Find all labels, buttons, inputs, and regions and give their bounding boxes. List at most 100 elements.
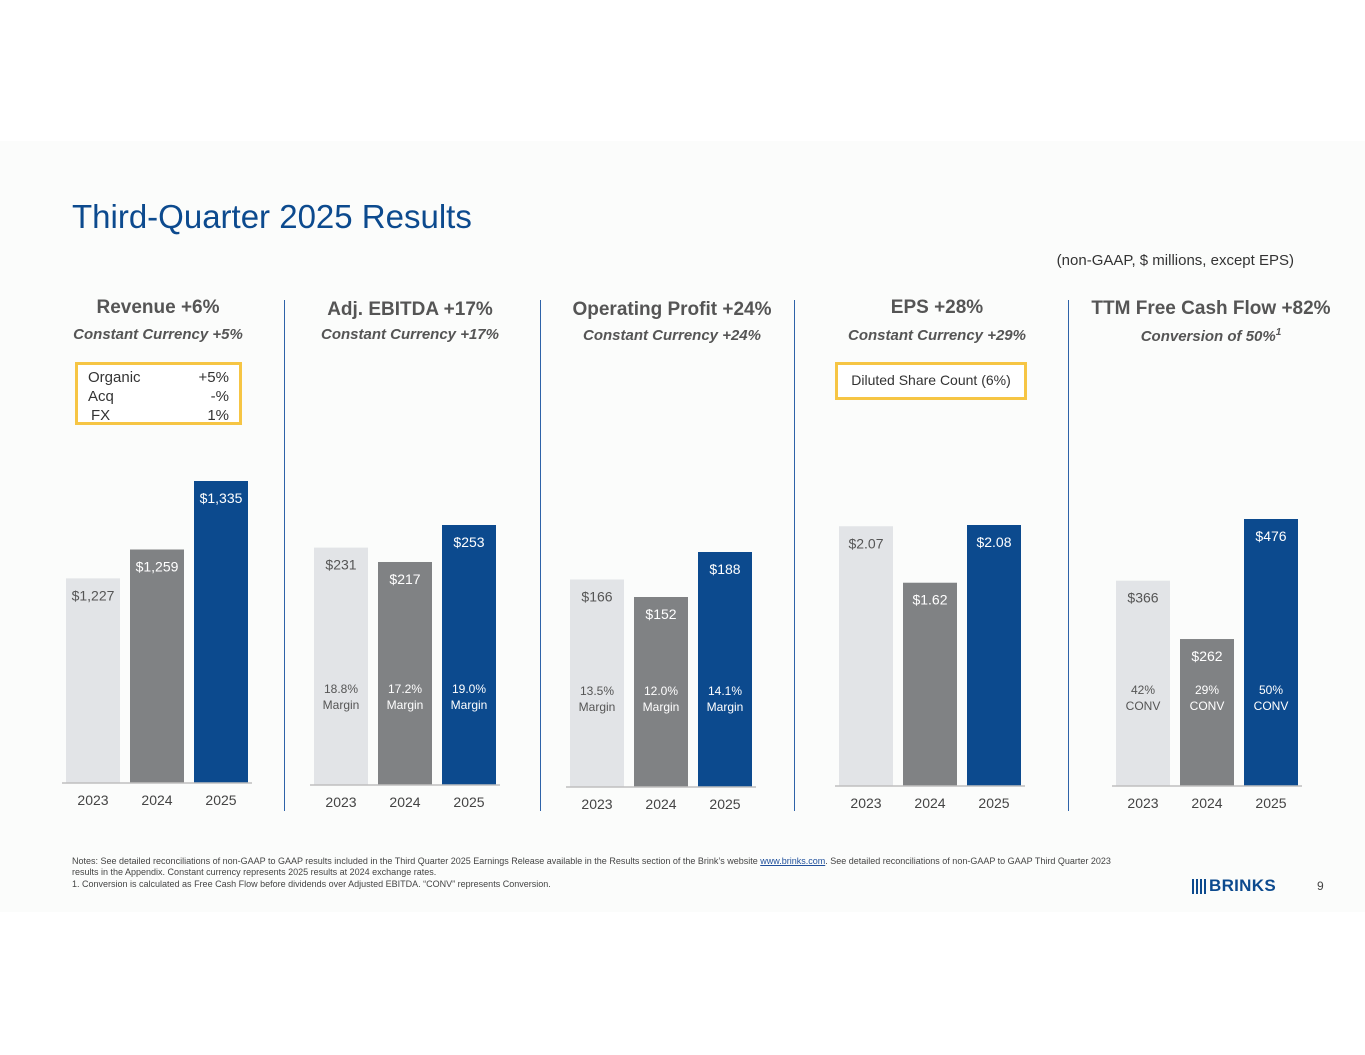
bar-2025 (1244, 519, 1298, 786)
fcf-subheading-text: Conversion of 50% (1140, 328, 1276, 345)
bar-inner-label: Margin (323, 698, 360, 712)
bar-inner-label: 18.8% (324, 682, 358, 696)
bar-value-label: $166 (581, 589, 612, 605)
bar-2024 (130, 549, 184, 783)
bar-value-label: $1.62 (912, 592, 947, 608)
bar-2024 (634, 597, 688, 787)
bar-2025 (967, 525, 1021, 786)
bar-2025 (194, 481, 248, 783)
x-tick-label: 2025 (978, 795, 1009, 811)
bar-value-label: $366 (1127, 590, 1158, 606)
bar-value-label: $188 (709, 561, 740, 577)
units-note: (non-GAAP, $ millions, except EPS) (1056, 252, 1294, 269)
eps-heading: EPS +28% (890, 297, 984, 318)
eps-subheading: Constant Currency +29% (848, 327, 1026, 344)
bar-inner-label: CONV (1254, 699, 1289, 713)
bar-inner-label: CONV (1126, 699, 1161, 713)
x-tick-label: 2023 (850, 795, 881, 811)
diluted-share-count-text: Diluted Share Count (6%) (851, 372, 1011, 388)
breakdown-row-fx: FX 1% (88, 406, 229, 425)
x-tick-label: 2025 (709, 796, 740, 812)
revenue-heading: Revenue +6% (96, 297, 220, 318)
bar-value-label: $262 (1191, 648, 1222, 664)
revenue-subheading: Constant Currency +5% (73, 326, 243, 343)
bar-value-label: $1,227 (72, 587, 115, 603)
bar-inner-label: 12.0% (644, 684, 678, 698)
bar-value-label: $231 (325, 557, 356, 573)
footnote-text: Notes: See detailed reconciliations of n… (72, 856, 761, 866)
bar-2023 (1116, 580, 1170, 786)
bar-2024 (378, 561, 432, 785)
x-tick-label: 2024 (141, 792, 172, 808)
x-tick-label: 2025 (1255, 795, 1286, 811)
breakdown-row-acq: Acq -% (88, 387, 229, 406)
revenue-breakdown-box: Organic +5% Acq -% FX 1% (75, 362, 242, 425)
brinks-website-link[interactable]: www.brinks.com (760, 856, 826, 866)
revenue-chart: $1,227 2023 $1,259 2024 $1,335 2025 (62, 481, 252, 808)
bar-inner-label: CONV (1190, 699, 1225, 713)
fcf-subheading: Conversion of 50%1 (1080, 327, 1342, 345)
bar-value-label: $2.08 (976, 534, 1011, 550)
operating-profit-subheading: Constant Currency +24% (583, 327, 761, 344)
x-tick-label: 2023 (325, 794, 356, 810)
bar-inner-label: 19.0% (452, 682, 486, 696)
bar-2024 (903, 582, 957, 786)
footnote-text-cont: . See detailed reconciliations of non-GA… (72, 856, 1111, 877)
bar-value-label: $2.07 (848, 535, 883, 551)
footnote-main: Notes: See detailed reconciliations of n… (72, 856, 1132, 878)
bar-inner-label: 17.2% (388, 682, 422, 696)
bar-inner-label: Margin (579, 700, 616, 714)
logo-bars-icon (1192, 878, 1206, 894)
bar-2024 (1180, 639, 1234, 786)
breakdown-label: Acq (88, 388, 114, 405)
bar-inner-label: Margin (643, 700, 680, 714)
bar-2023 (570, 579, 624, 787)
footnote-1: 1. Conversion is calculated as Free Cash… (72, 879, 551, 889)
x-tick-label: 2024 (645, 796, 676, 812)
ebitda-chart: $231 18.8% Margin 2023 $217 17.2% Margin 2024 $2… (310, 525, 500, 810)
divider-3 (794, 300, 795, 811)
x-tick-label: 2025 (205, 792, 236, 808)
bar-value-label: $1,259 (136, 559, 179, 575)
page-number: 9 (1317, 879, 1324, 893)
eps-chart: $2.07 2023 $1.62 2024 $2.08 2025 (835, 525, 1025, 811)
bar-value-label: $253 (453, 534, 484, 550)
bar-inner-label: 42% (1131, 683, 1155, 697)
bar-value-label: $217 (389, 571, 420, 587)
breakdown-label: FX (91, 407, 111, 424)
bar-value-label: $476 (1255, 528, 1286, 544)
bar-value-label: $152 (645, 606, 676, 622)
bar-2023 (839, 526, 893, 786)
bar-inner-label: Margin (707, 700, 744, 714)
x-tick-label: 2024 (1191, 795, 1222, 811)
x-tick-label: 2023 (581, 796, 612, 812)
operating-profit-heading: Operating Profit +24% (572, 299, 772, 320)
bar-value-label: $1,335 (200, 490, 243, 506)
divider-1 (284, 300, 285, 811)
operating-profit-chart: $166 13.5% Margin 2023 $152 12.0% Margin 2024 $1… (566, 552, 756, 812)
breakdown-row-organic: Organic +5% (88, 368, 229, 387)
bar-inner-label: 13.5% (580, 684, 614, 698)
brinks-logo: BRINKS (1192, 876, 1276, 896)
bar-2023 (314, 547, 368, 785)
bar-inner-label: Margin (451, 698, 488, 712)
breakdown-label: Organic (88, 369, 141, 386)
x-tick-label: 2025 (453, 794, 484, 810)
breakdown-value: +5% (198, 369, 229, 386)
bar-inner-label: 29% (1195, 683, 1219, 697)
footnotes: Notes: See detailed reconciliations of n… (72, 856, 1132, 890)
bar-2025 (698, 552, 752, 787)
bar-2025 (442, 525, 496, 785)
bar-inner-label: 14.1% (708, 684, 742, 698)
ebitda-heading: Adj. EBITDA +17% (327, 299, 493, 320)
breakdown-value: -% (210, 388, 229, 405)
divider-2 (540, 300, 541, 811)
fcf-heading: TTM Free Cash Flow +82% (1091, 298, 1331, 319)
x-tick-label: 2024 (914, 795, 945, 811)
page-title: Third-Quarter 2025 Results (72, 198, 472, 235)
diluted-share-count-box: Diluted Share Count (6%) (835, 362, 1027, 400)
bar-inner-label: 50% (1259, 683, 1283, 697)
x-tick-label: 2023 (77, 792, 108, 808)
fcf-chart: $366 42% CONV 2023 $262 29% CONV 2024 $476 50% CON… (1112, 519, 1302, 811)
x-tick-label: 2023 (1127, 795, 1158, 811)
